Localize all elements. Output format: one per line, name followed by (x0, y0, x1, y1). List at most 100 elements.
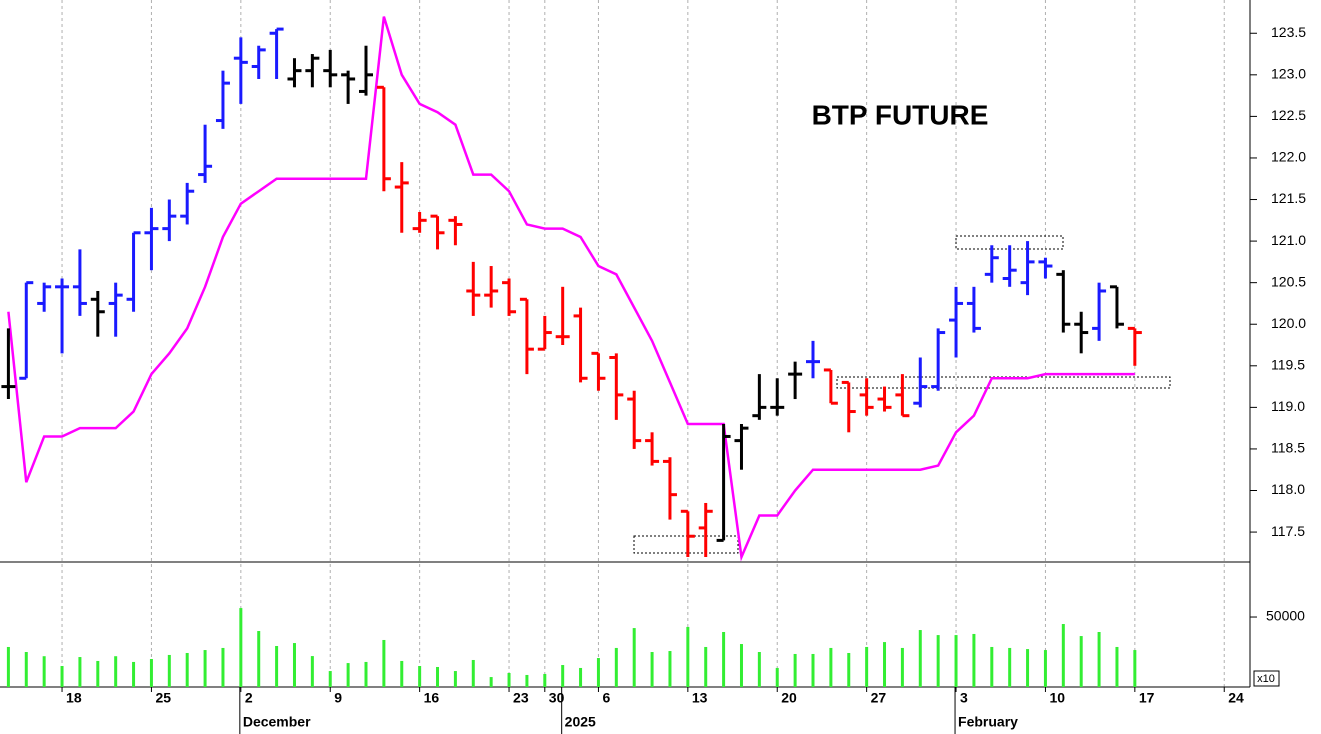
volume-bar (436, 666, 440, 687)
x-tick-label: 27 (871, 690, 887, 706)
volume-bar (364, 661, 368, 687)
month-label: February (958, 714, 1018, 730)
volume-bar (525, 674, 529, 687)
volume-bar (96, 660, 100, 687)
volume-bar (614, 647, 618, 687)
volume-bar (918, 630, 922, 687)
x-tick-label: 2 (245, 690, 253, 706)
y-tick-label: 120.5 (1271, 273, 1306, 289)
volume-bar (382, 639, 386, 687)
multiplier-box (1253, 670, 1280, 687)
volume-bar (310, 656, 314, 687)
x-tick-label: 25 (155, 690, 171, 706)
volume-bar (203, 650, 207, 687)
volume-bar (883, 642, 887, 687)
chart-title: BTP FUTURE (812, 99, 989, 130)
volume-bar (811, 653, 815, 687)
x-tick-label: 23 (513, 690, 529, 706)
volume-bar (453, 671, 457, 687)
volume-bar (757, 652, 761, 687)
volume-bar (275, 645, 279, 687)
volume-bar (686, 626, 690, 687)
y-tick-label: 120.0 (1271, 315, 1306, 331)
y-tick-label: 123.5 (1271, 24, 1306, 40)
volume-bar (185, 652, 189, 687)
volume-bar (60, 666, 64, 687)
y-tick-label: 122.5 (1271, 107, 1306, 123)
volume-bar (579, 667, 583, 687)
volume-bar (561, 665, 565, 687)
volume-bar (6, 646, 10, 687)
volume-bar (596, 658, 600, 687)
x-tick-label: 3 (960, 690, 968, 706)
volume-bar (1079, 636, 1083, 687)
volume-bar (954, 635, 958, 687)
volume-bar (900, 647, 904, 687)
volume-bar (722, 631, 726, 687)
x-tick-label: 17 (1139, 690, 1155, 706)
volume-bar (471, 659, 475, 687)
volume-bar (936, 635, 940, 687)
x-tick-label: 24 (1228, 690, 1244, 706)
volume-bar (167, 654, 171, 687)
volume-multiplier: x10 (1257, 673, 1275, 685)
volume-bar (292, 643, 296, 687)
volume-bar (865, 646, 869, 687)
annotation-box (633, 535, 739, 554)
volume-bar (328, 671, 332, 687)
y-tick-label: 119.0 (1271, 398, 1305, 414)
volume-bar (24, 652, 28, 687)
volume-bar (704, 646, 708, 687)
volume-bar (507, 673, 511, 687)
volume-bar (149, 659, 153, 687)
volume-bar (668, 651, 672, 687)
volume-bar (400, 660, 404, 687)
volume-bar (1008, 647, 1012, 687)
volume-bar (847, 652, 851, 687)
volume-bar (829, 647, 833, 687)
y-tick-label: 118.5 (1271, 440, 1305, 456)
volume-bar (489, 677, 493, 687)
x-tick-label: 16 (424, 690, 440, 706)
y-tick-label: 118.0 (1271, 481, 1305, 497)
y-tick-label: 121.0 (1271, 232, 1306, 248)
x-tick-label: 18 (66, 690, 82, 706)
volume-bar (239, 608, 243, 687)
volume-bar (221, 647, 225, 687)
y-tick-label: 122.0 (1271, 149, 1306, 165)
month-label: 2025 (565, 714, 596, 730)
volume-bar (739, 644, 743, 687)
volume-bar (650, 652, 654, 687)
x-tick-label: 9 (334, 690, 342, 706)
volume-bar (42, 656, 46, 687)
month-label: December (243, 714, 311, 730)
volume-bar (114, 656, 118, 687)
volume-bar (1061, 624, 1065, 687)
y-tick-label: 119.5 (1271, 357, 1305, 373)
stop-line (7, 16, 1135, 562)
x-tick-label: 30 (549, 690, 565, 706)
volume-bar (972, 633, 976, 687)
volume-bar (1026, 649, 1030, 687)
x-tick-label: 6 (602, 690, 610, 706)
volume-bar (1043, 650, 1047, 687)
y-tick-label: 117.5 (1271, 523, 1305, 539)
volume-bar (1097, 631, 1101, 687)
grid (61, 0, 1225, 687)
volume-bar (543, 673, 547, 687)
volume-bar (257, 631, 261, 687)
volume-bar (1115, 646, 1119, 687)
y-tick-label: 121.5 (1271, 190, 1306, 206)
volume-bar (346, 663, 350, 687)
volume-bar (775, 667, 779, 687)
volume-bar (132, 661, 136, 687)
volume-bar (418, 666, 422, 687)
volume-bar (632, 628, 636, 687)
x-tick-label: 20 (781, 690, 797, 706)
x-tick-label: 13 (692, 690, 708, 706)
x-tick-label: 10 (1049, 690, 1065, 706)
volume-bar (990, 646, 994, 687)
volume-bar (1133, 650, 1137, 687)
y-tick-label: 123.0 (1271, 66, 1306, 82)
